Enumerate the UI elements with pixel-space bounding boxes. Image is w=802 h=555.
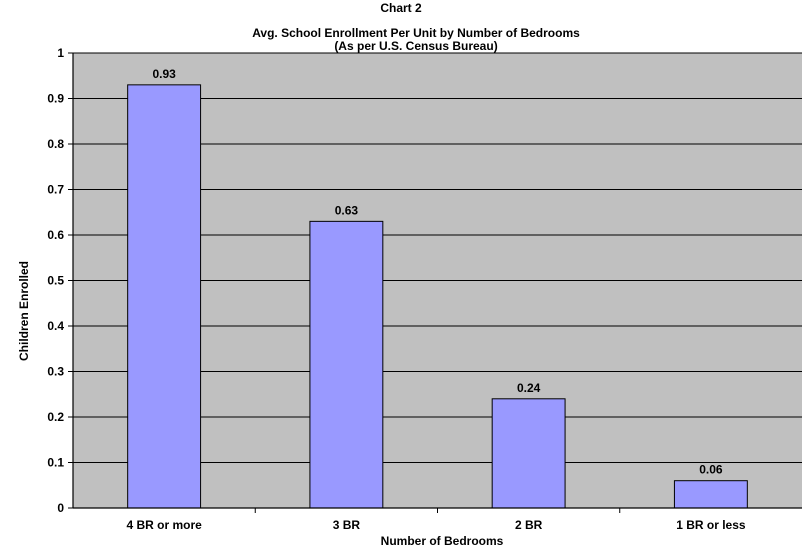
data-label: 0.63	[335, 203, 359, 217]
y-axis-label: Children Enrolled	[17, 261, 31, 361]
x-tick-label: 1 BR or less	[676, 518, 746, 532]
y-tick-label: 0.9	[47, 92, 64, 106]
bars	[127, 84, 748, 509]
data-label: 0.93	[152, 67, 176, 81]
y-tick-label: 1	[57, 46, 64, 60]
bar	[127, 84, 202, 509]
y-axis: 0 0.1 0.2 0.3 0.4 0.5 0.6 0.7 0.8 0.9 1	[47, 46, 74, 515]
y-tick-label: 0	[57, 501, 64, 515]
bar	[673, 480, 748, 509]
y-tick-label: 0.8	[47, 137, 64, 151]
y-tick-label: 0.6	[47, 228, 64, 242]
bar	[491, 398, 566, 509]
chart-subtitle: (As per U.S. Census Bureau)	[334, 39, 497, 53]
data-label: 0.24	[517, 381, 541, 395]
y-tick-label: 0.1	[47, 456, 64, 470]
x-axis-label: Number of Bedrooms	[381, 534, 504, 548]
y-tick-label: 0.2	[47, 410, 64, 424]
bar	[309, 220, 384, 509]
chart-title: Avg. School Enrollment Per Unit by Numbe…	[252, 26, 580, 40]
y-tick-label: 0.3	[47, 365, 64, 379]
x-tick-label: 4 BR or more	[126, 518, 202, 532]
data-label: 0.06	[699, 463, 723, 477]
x-axis: 4 BR or more 3 BR 2 BR 1 BR or less	[73, 507, 802, 532]
chart-super-title: Chart 2	[380, 1, 422, 15]
y-tick-label: 0.4	[47, 319, 64, 333]
x-tick-label: 3 BR	[333, 518, 361, 532]
x-tick-label: 2 BR	[515, 518, 543, 532]
y-tick-label: 0.5	[47, 274, 64, 288]
data-labels: 0.93 0.63 0.24 0.06	[152, 67, 722, 477]
y-tick-label: 0.7	[47, 183, 64, 197]
